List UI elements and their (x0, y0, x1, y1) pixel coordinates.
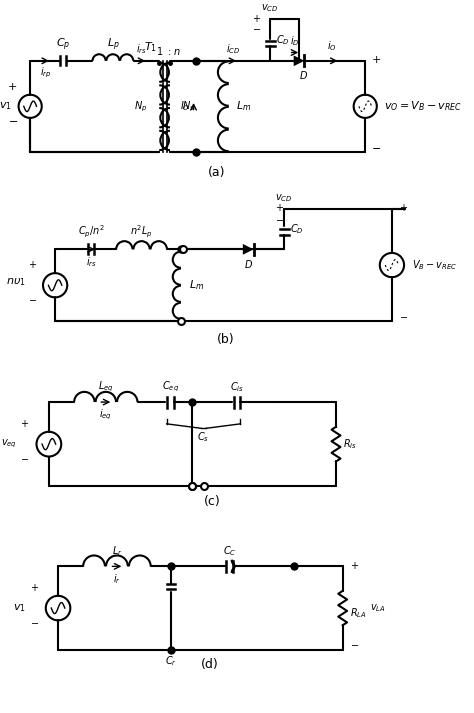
Text: $-$: $-$ (28, 294, 37, 304)
Text: $D$: $D$ (300, 69, 309, 81)
Text: $v_{LA}$: $v_{LA}$ (370, 602, 385, 614)
Text: $R_{LA}$: $R_{LA}$ (350, 606, 367, 620)
Text: $N_s$: $N_s$ (182, 99, 195, 113)
Text: $I_O$: $I_O$ (180, 99, 190, 113)
Text: $N_p$: $N_p$ (134, 99, 147, 113)
Text: $L_m$: $L_m$ (189, 278, 204, 292)
Text: $C_D$: $C_D$ (276, 34, 290, 47)
Text: $i_{CD}$: $i_{CD}$ (226, 42, 240, 56)
Text: $-$: $-$ (399, 311, 408, 321)
Text: $+$: $+$ (28, 260, 37, 270)
Text: $: n$: $: n$ (166, 46, 181, 56)
Text: $+$: $+$ (399, 202, 408, 213)
Text: $+$: $+$ (275, 202, 284, 213)
Text: $i_{rs}$: $i_{rs}$ (137, 42, 147, 56)
Polygon shape (243, 244, 254, 255)
Text: $i_r$: $i_r$ (113, 573, 121, 586)
Text: $-$: $-$ (20, 453, 29, 463)
Text: $C_D$: $C_D$ (291, 222, 304, 236)
Text: $+$: $+$ (20, 418, 29, 429)
Text: $1$: $1$ (155, 45, 163, 56)
Text: $i_{eq}$: $i_{eq}$ (100, 408, 112, 422)
Text: $D$: $D$ (244, 258, 253, 270)
Text: $v_{CD}$: $v_{CD}$ (261, 3, 279, 14)
Text: $+$: $+$ (252, 13, 261, 24)
Text: $n\upsilon_1$: $n\upsilon_1$ (6, 276, 26, 287)
Text: $i_{rs}$: $i_{rs}$ (86, 255, 97, 269)
Text: $-$: $-$ (8, 115, 18, 125)
Text: $i_D$: $i_D$ (290, 35, 300, 48)
Text: $C_{eq}$: $C_{eq}$ (162, 379, 179, 394)
Text: $-$: $-$ (372, 142, 382, 152)
Text: $C_r$: $C_r$ (165, 655, 177, 669)
Text: $v_1$: $v_1$ (13, 602, 26, 614)
Text: $C_p/n^2$: $C_p/n^2$ (78, 224, 105, 240)
Text: +: + (8, 82, 18, 92)
Text: $L_r$: $L_r$ (112, 544, 122, 558)
Text: $-$: $-$ (350, 640, 359, 650)
Text: $v_{CD}$: $v_{CD}$ (275, 193, 293, 205)
Text: $i_O$: $i_O$ (327, 39, 337, 53)
Text: $-$: $-$ (275, 213, 284, 223)
Text: (d): (d) (201, 658, 219, 671)
Text: (c): (c) (204, 495, 220, 508)
Text: $v_1$: $v_1$ (0, 101, 11, 112)
Text: $V_B - v_{REC}$: $V_B - v_{REC}$ (412, 258, 457, 272)
Text: $-$: $-$ (252, 23, 261, 33)
Text: $C_p$: $C_p$ (56, 36, 71, 53)
Polygon shape (294, 56, 304, 66)
Text: $C_{is}$: $C_{is}$ (230, 380, 244, 394)
Text: $L_{eq}$: $L_{eq}$ (98, 379, 114, 394)
Text: (a): (a) (208, 166, 225, 179)
Text: $i_{rp}$: $i_{rp}$ (40, 66, 51, 80)
Text: $C_C$: $C_C$ (223, 544, 237, 558)
Text: $R_{is}$: $R_{is}$ (344, 437, 357, 451)
Text: $+$: $+$ (372, 54, 382, 65)
Text: $L_p$: $L_p$ (107, 36, 119, 53)
Text: (b): (b) (217, 333, 235, 346)
Text: $C_s$: $C_s$ (198, 430, 210, 444)
Text: $-$: $-$ (29, 617, 39, 627)
Text: $n^2 L_p$: $n^2 L_p$ (130, 224, 153, 240)
Text: $L_m$: $L_m$ (236, 99, 251, 113)
Text: $v_{eq}$: $v_{eq}$ (0, 438, 17, 451)
Text: $+$: $+$ (29, 582, 38, 593)
Text: $+$: $+$ (350, 560, 359, 571)
Text: $v_O = V_B - v_{REC}$: $v_O = V_B - v_{REC}$ (384, 99, 462, 113)
Text: $T_1$: $T_1$ (144, 41, 156, 54)
